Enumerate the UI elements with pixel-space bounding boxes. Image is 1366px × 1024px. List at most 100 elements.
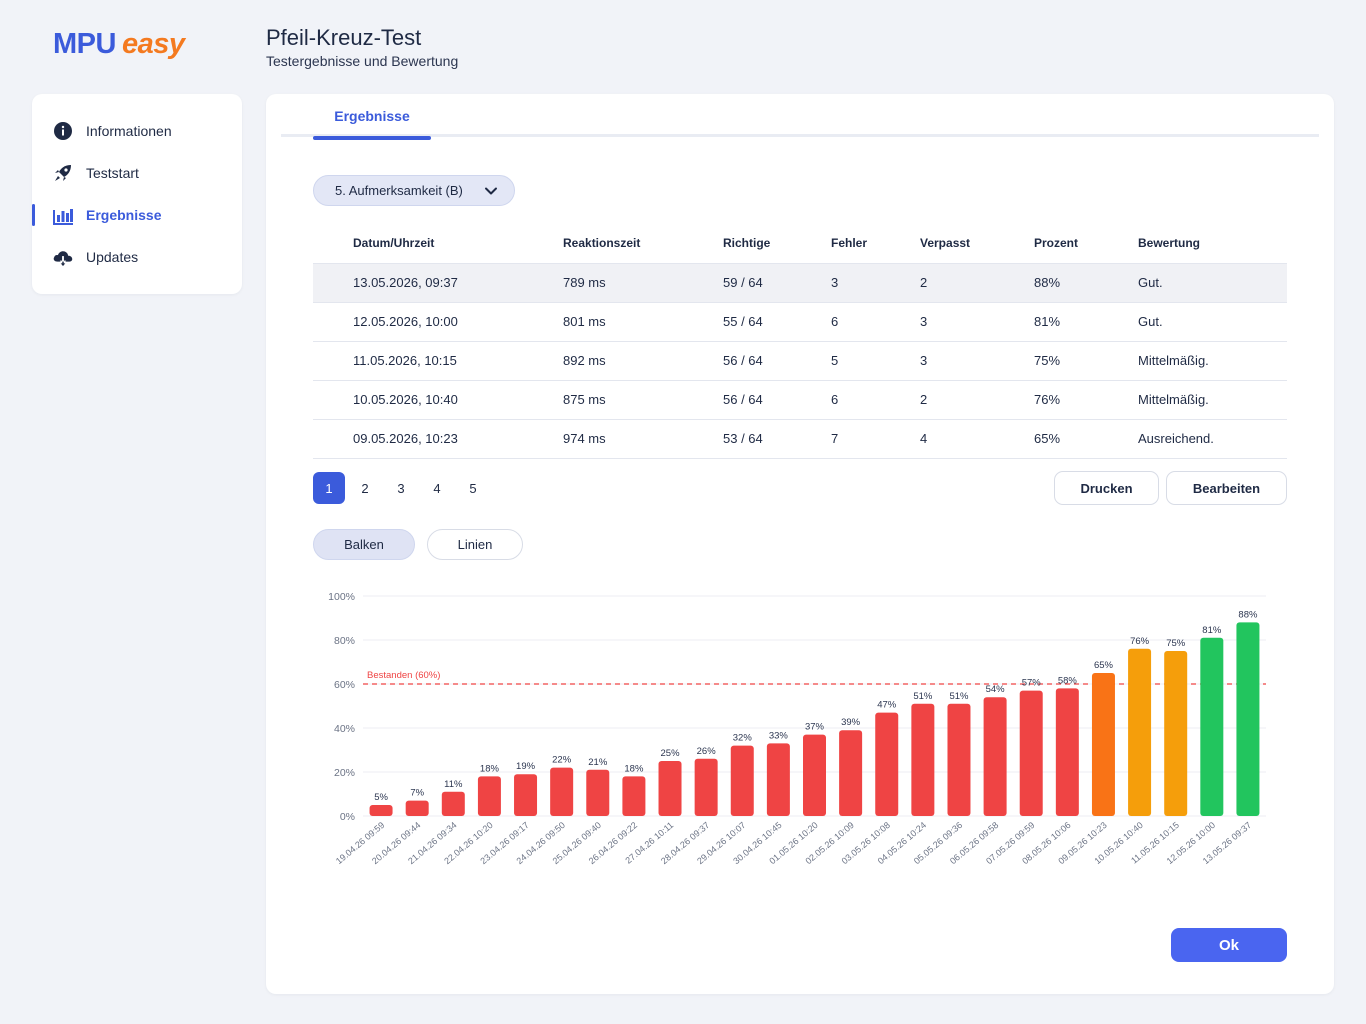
bar-value-label: 26% [697,746,717,757]
sidebar: Informationen Teststart Ergebnisse Updat… [32,94,242,294]
table-cell: 10.05.2026, 10:40 [313,380,563,420]
chart-bar [405,800,429,816]
results-panel: Ergebnisse 5. Aufmerksamkeit (B) Datum/U… [266,94,1334,994]
chart-bar [658,761,682,816]
bar-value-label: 33% [769,730,789,741]
table-cell: 81% [1034,302,1138,342]
bar-value-label: 25% [661,748,681,759]
table-cell: 59 / 64 [723,263,831,303]
bar-view-toggle[interactable]: Balken [313,529,415,560]
y-tick-label: 100% [328,591,355,603]
y-tick-label: 0% [340,811,355,823]
column-header[interactable]: Datum/Uhrzeit [313,224,563,264]
logo-easy: easy [121,28,185,60]
y-tick-label: 60% [334,679,355,691]
column-header[interactable]: Fehler [831,224,920,264]
table-cell: 88% [1034,263,1138,303]
chart-bar [550,767,574,816]
column-header[interactable]: Bewertung [1138,224,1287,264]
tab-bar [281,134,1319,137]
chart-bar [983,697,1007,816]
ok-button[interactable]: Ok [1171,928,1287,962]
line-view-toggle[interactable]: Linien [427,529,523,560]
table-cell: 56 / 64 [723,341,831,381]
chart-bar [694,758,718,816]
table-row[interactable]: 11.05.2026, 10:15 892 ms 56 / 64 5 3 75%… [313,341,1287,381]
table-cell: 13.05.2026, 09:37 [313,263,563,303]
sidebar-item-ergebnisse[interactable]: Ergebnisse [32,200,242,230]
bar-value-label: 65% [1094,660,1114,671]
bar-value-label: 18% [624,763,644,774]
chart-bar [803,734,826,816]
bar-value-label: 11% [444,779,463,790]
column-header[interactable]: Verpasst [920,224,1034,264]
page-button-3[interactable]: 3 [397,480,405,496]
sidebar-item-label: Informationen [86,123,172,139]
sidebar-item-teststart[interactable]: Teststart [32,158,242,188]
table-cell: 6 [831,380,920,420]
page-button-2[interactable]: 2 [361,480,369,496]
table-cell: 4 [920,419,1034,459]
chart-bar [514,774,538,816]
chart-bar [441,791,465,816]
app-logo: MPU easy [53,28,185,61]
bar-value-label: 51% [949,691,969,702]
table-cell: 789 ms [563,263,723,303]
chart-bar [1200,637,1224,816]
sidebar-item-label: Ergebnisse [86,207,162,223]
sidebar-item-informationen[interactable]: Informationen [32,116,242,146]
test-select-dropdown[interactable]: 5. Aufmerksamkeit (B) [313,175,515,206]
chart-bar [1091,673,1115,816]
table-cell: Mittelmäßig. [1138,341,1287,381]
dropdown-selected-value: 5. Aufmerksamkeit (B) [335,183,463,198]
tab-ergebnisse[interactable]: Ergebnisse [334,108,410,124]
bar-value-label: 37% [805,722,825,733]
bar-value-label: 18% [480,763,500,774]
bar-value-label: 57% [1022,678,1042,689]
table-cell: Ausreichend. [1138,419,1287,459]
page-button-5[interactable]: 5 [469,480,477,496]
pagination: 1 2 3 4 5 [313,472,493,504]
chart-bar [947,703,971,816]
table-cell: 12.05.2026, 10:00 [313,302,563,342]
bar-value-label: 32% [733,733,753,744]
page-subtitle: Testergebnisse und Bewertung [266,53,459,69]
table-row[interactable]: 12.05.2026, 10:00 801 ms 55 / 64 6 3 81%… [313,302,1287,342]
bar-value-label: 21% [588,757,608,768]
cloud-download-icon [52,246,74,268]
chart-bar [875,712,899,816]
column-header[interactable]: Richtige [723,224,831,264]
table-cell: Mittelmäßig. [1138,380,1287,420]
chart-bar [477,776,501,816]
bar-chart-icon [52,204,74,226]
table-cell: 5 [831,341,920,381]
bar-value-label: 47% [877,700,897,711]
chart-bar [730,745,754,816]
sidebar-item-updates[interactable]: Updates [32,242,242,272]
threshold-label: Bestanden (60%) [367,670,440,681]
sidebar-item-label: Updates [86,249,139,265]
chart-bar [1164,651,1188,816]
page-button-4[interactable]: 4 [433,480,441,496]
chart-bar [766,743,790,816]
column-header[interactable]: Prozent [1034,224,1138,264]
table-cell: 801 ms [563,302,723,342]
table-cell: 56 / 64 [723,380,831,420]
table-cell: 55 / 64 [723,302,831,342]
table-row[interactable]: 09.05.2026, 10:23 974 ms 53 / 64 7 4 65%… [313,419,1287,459]
chart-bar [1055,688,1079,816]
logo-mpu: MPU [53,28,116,60]
table-row[interactable]: 10.05.2026, 10:40 875 ms 56 / 64 6 2 76%… [313,380,1287,420]
table-row[interactable]: 13.05.2026, 09:37 789 ms 59 / 64 3 2 88%… [313,263,1287,303]
print-button[interactable]: Drucken [1054,471,1159,505]
edit-button[interactable]: Bearbeiten [1166,471,1287,505]
chart-bar [622,776,646,816]
table-cell: 53 / 64 [723,419,831,459]
table-cell: Gut. [1138,302,1287,342]
page-button-1[interactable]: 1 [313,472,345,504]
sidebar-item-label: Teststart [86,165,139,181]
table-cell: 09.05.2026, 10:23 [313,419,563,459]
column-header[interactable]: Reaktionszeit [563,224,723,264]
bar-value-label: 5% [374,792,388,803]
y-tick-label: 40% [334,723,355,735]
